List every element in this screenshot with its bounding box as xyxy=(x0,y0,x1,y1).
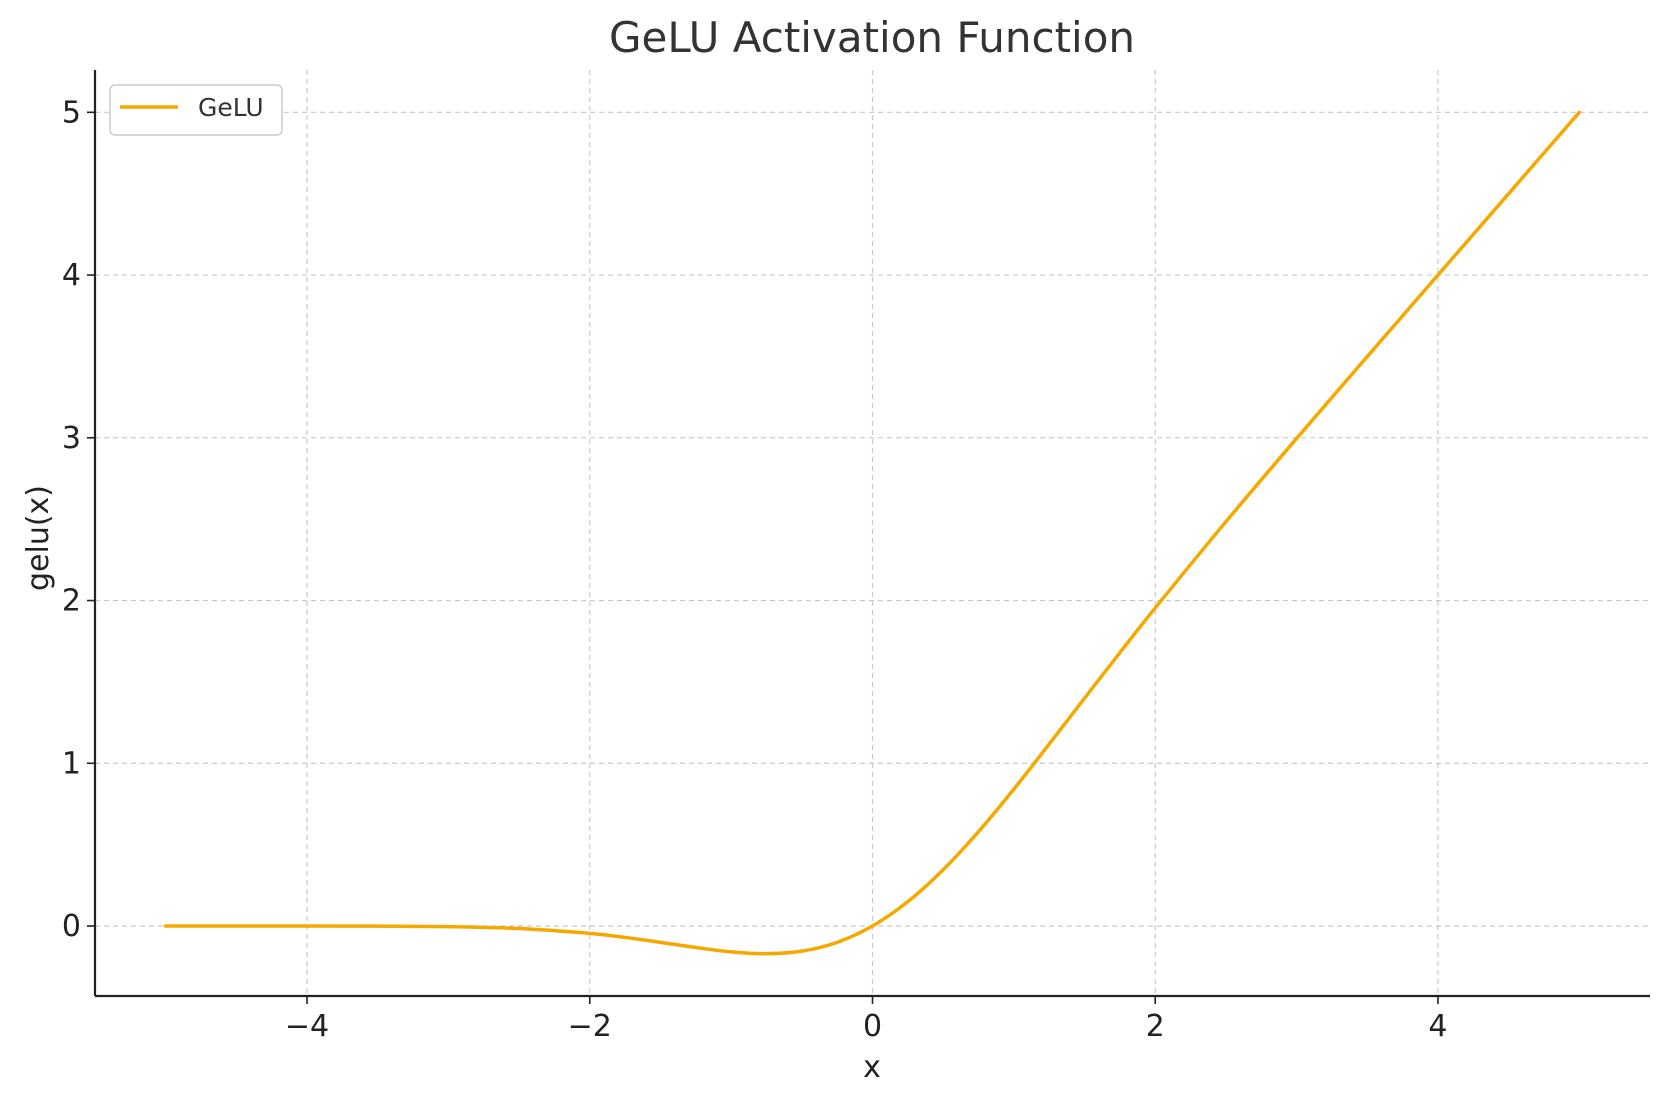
grid-lines xyxy=(95,70,1650,996)
data-series xyxy=(163,110,1582,956)
y-tick-label-2: 2 xyxy=(62,584,81,619)
y-tick-label-5: 5 xyxy=(62,95,81,130)
chart-title: GeLU Activation Function xyxy=(609,13,1135,62)
legend: GeLU xyxy=(109,84,283,136)
x-tick-label-2: 0 xyxy=(863,1009,882,1044)
x-axis-label: x xyxy=(863,1050,881,1085)
x-tick-label-4: 4 xyxy=(1428,1009,1447,1044)
y-tick-label-1: 1 xyxy=(62,746,81,781)
x-tick-label-1: −2 xyxy=(568,1009,612,1044)
y-tick-label-0: 0 xyxy=(62,909,81,944)
axes xyxy=(87,70,1650,1004)
y-axis-label: gelu(x) xyxy=(21,485,56,591)
y-tick-label-3: 3 xyxy=(62,421,81,456)
legend-label-gelu: GeLU xyxy=(198,93,264,122)
tick-labels: −4 −2 0 2 4 0 1 2 3 4 5 xyxy=(62,95,1448,1044)
series-line-gelu xyxy=(163,110,1582,956)
x-tick-label-0: −4 xyxy=(285,1009,329,1044)
x-tick-label-3: 2 xyxy=(1146,1009,1165,1044)
y-tick-label-4: 4 xyxy=(62,258,81,293)
legend-box xyxy=(109,84,283,136)
